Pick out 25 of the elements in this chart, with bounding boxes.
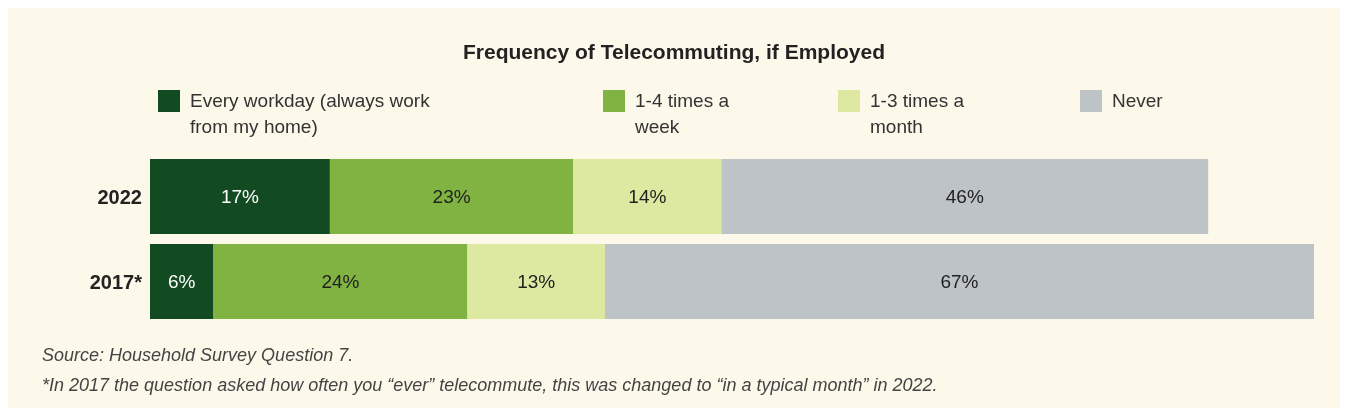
bar [573,159,722,234]
bar [213,244,468,319]
bar [150,244,214,319]
bar [150,159,330,234]
data-label: 67% [940,271,979,293]
legend-label: Never [1112,89,1164,113]
data-label: 6% [168,271,196,293]
y-tick-label: 2022 [97,185,142,208]
legend-label: Every workday (always work from my home) [190,89,431,139]
data-label: 24% [321,271,360,293]
legend-label: 1-3 times a month [870,89,965,139]
data-label: 17% [220,186,260,208]
data-label: 14% [628,186,667,208]
source-note: Source: Household Survey Question 7. [42,344,355,367]
y-tick-label: 2017* [89,270,143,293]
bar [721,159,1209,234]
chart-title: Frequency of Telecommuting, if Employed [462,40,886,64]
data-label: 23% [432,186,471,208]
text: *In 2017 the question asked how often you “ever” telecommute, this was changed to “in a typical month” in 2022. [42,374,938,397]
legend-label: 1-4 times a week [635,89,730,139]
bar [605,244,1314,319]
bar [467,244,606,319]
bar [329,159,574,234]
data-label: 13% [517,271,556,293]
data-label: 46% [945,186,984,208]
